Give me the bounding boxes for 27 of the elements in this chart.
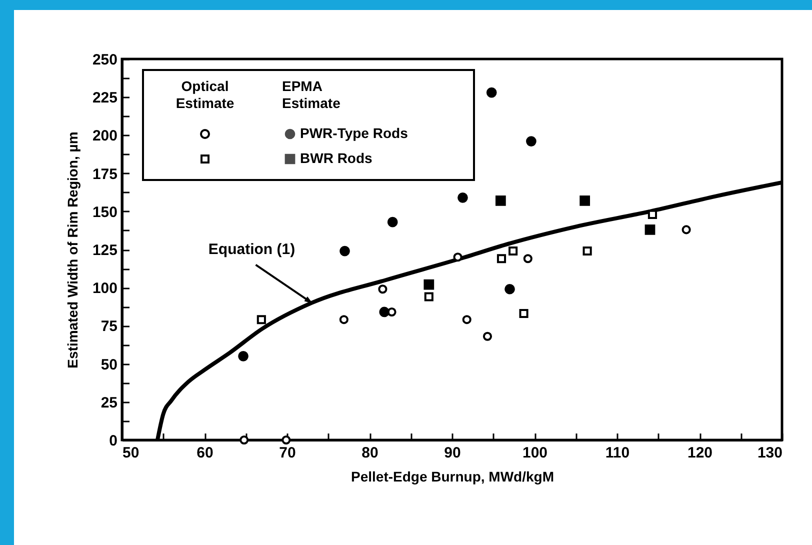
y-tick-label: 0 bbox=[109, 432, 118, 450]
x-tick-label: 60 bbox=[196, 444, 214, 462]
x-tick-label: 110 bbox=[605, 444, 630, 462]
annotation: Optical Estimate bbox=[176, 78, 234, 111]
x-tick-label: 90 bbox=[444, 444, 461, 462]
x-tick-label: 70 bbox=[279, 444, 296, 462]
x-tick-label: 130 bbox=[757, 444, 782, 462]
y-tick-label: 150 bbox=[92, 204, 118, 221]
y-tick-label: 75 bbox=[100, 318, 118, 336]
x-tick-label: 80 bbox=[362, 444, 378, 462]
x-tick-label: 120 bbox=[687, 444, 713, 462]
y-tick-label: 25 bbox=[100, 394, 118, 412]
annotation: EPMA Estimate bbox=[282, 78, 341, 111]
y-tick-label: 225 bbox=[92, 90, 118, 107]
legend-label: PWR-Type Rods bbox=[300, 125, 408, 141]
y-tick-label: 125 bbox=[92, 242, 118, 259]
y-tick-label: 100 bbox=[92, 280, 118, 298]
y-tick-label: 50 bbox=[100, 356, 118, 374]
annotation: Equation (1) bbox=[208, 240, 296, 258]
legend-label: BWR Rods bbox=[300, 150, 373, 166]
y-tick-label: 250 bbox=[92, 52, 118, 68]
x-tick-label: 100 bbox=[522, 444, 548, 462]
y-axis-title: Estimated Width of Rim Region, µm bbox=[64, 132, 80, 368]
y-tick-label: 175 bbox=[92, 166, 118, 183]
x-tick-label: 50 bbox=[122, 444, 140, 462]
y-tick-label: 200 bbox=[92, 128, 118, 145]
x-axis-title: Pellet-Edge Burnup, MWd/kgM bbox=[351, 468, 554, 484]
